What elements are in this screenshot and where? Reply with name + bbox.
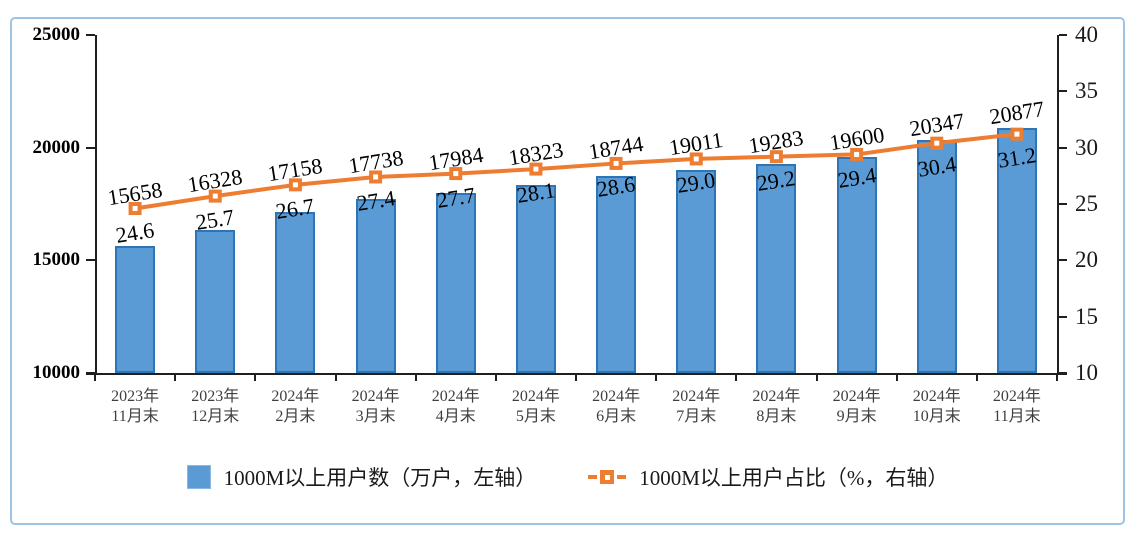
x-axis-category-label: 2024年 8月末 — [752, 388, 801, 425]
y-axis-right-label: 35 — [1075, 78, 1098, 104]
y-axis-left-tick — [86, 146, 95, 149]
y-axis-right-label: 40 — [1075, 22, 1098, 47]
x-axis-category-label: 2023年 11月末 — [111, 388, 160, 425]
x-axis-tick — [414, 373, 417, 381]
legend-label-bars: 1000M以上用户数（万户，左轴） — [223, 466, 537, 490]
x-axis-tick — [94, 373, 96, 381]
y-axis-right-label: 25 — [1075, 191, 1098, 216]
y-axis-left-tick — [86, 372, 95, 374]
y-axis-right-tick — [1059, 203, 1067, 205]
y-axis-right-tick — [1059, 90, 1067, 93]
x-axis-tick — [1056, 373, 1058, 381]
legend-swatch-bar — [186, 465, 211, 489]
y-axis-right-tick — [1059, 372, 1067, 374]
y-axis-left-label: 25000 — [32, 24, 81, 45]
x-axis-tick — [815, 373, 818, 381]
y-axis-right — [1057, 35, 1059, 375]
bar — [596, 175, 637, 373]
x-axis-category-label: 2024年 5月末 — [511, 388, 560, 425]
bar — [115, 245, 156, 373]
y-axis-right-tick — [1059, 146, 1067, 149]
x-axis-category-label: 2024年 9月末 — [832, 388, 881, 425]
y-axis-right-tick — [1059, 315, 1067, 318]
y-axis-left-label: 15000 — [32, 249, 81, 271]
y-axis-right-label: 20 — [1075, 247, 1098, 273]
y-axis-left-tick — [86, 259, 95, 262]
legend-line-marker-icon — [600, 470, 615, 484]
x-axis-category-label: 2024年 4月末 — [431, 388, 480, 425]
y-axis-left-label: 10000 — [32, 362, 81, 383]
y-axis-right-label: 10 — [1075, 360, 1098, 385]
bar — [195, 230, 236, 373]
bar — [435, 193, 476, 373]
y-axis-left-tick — [86, 34, 95, 36]
legend-label-line: 1000M以上用户占比（%，右轴） — [639, 466, 949, 490]
legend-line-dash-right — [617, 475, 627, 479]
x-axis-category-label: 2023年 12月末 — [191, 388, 240, 425]
x-axis-category-label: 2024年 6月末 — [592, 388, 641, 425]
legend-swatch-line-marker — [588, 470, 627, 484]
legend-item-line: 1000M以上用户占比（%，右轴） — [588, 462, 948, 492]
y-axis-right-label: 30 — [1075, 134, 1098, 160]
x-axis-category-label: 2024年 2月末 — [271, 388, 320, 425]
legend-line-dash-left — [588, 475, 598, 479]
bar — [515, 185, 556, 373]
x-axis-category-label: 2024年 10月末 — [912, 388, 961, 425]
x-axis-category-label: 2024年 7月末 — [672, 388, 721, 425]
chart-frame: 10000 15000 20000 25000 10 15 20 25 30 35 40 2023年 1… — [10, 17, 1125, 525]
x-axis-tick — [174, 373, 177, 381]
y-axis-right-tick — [1059, 259, 1067, 262]
y-axis-left-label: 20000 — [32, 136, 81, 158]
x-axis-tick — [575, 373, 577, 381]
x-axis-tick — [334, 373, 337, 381]
x-axis-category-label: 2024年 3月末 — [351, 388, 400, 425]
x-axis-tick — [895, 373, 898, 381]
bar — [355, 198, 396, 373]
x-axis-tick — [254, 373, 257, 381]
x-axis-tick — [655, 373, 658, 381]
legend-item-bars: 1000M以上用户数（万户，左轴） — [186, 462, 537, 492]
bar — [676, 169, 717, 373]
x-axis-category-label: 2024年 11月末 — [992, 388, 1041, 425]
plot-area: 10000 15000 20000 25000 10 15 20 25 30 35 40 2023年 1… — [12, 19, 1123, 523]
y-axis-right-label: 15 — [1075, 303, 1098, 329]
bar-value-label: 20877 — [987, 95, 1046, 130]
y-axis-right-tick — [1059, 34, 1067, 36]
chart-legend: 1000M以上用户数（万户，左轴） 1000M以上用户占比（%，右轴） — [12, 462, 1123, 492]
y-axis-left — [95, 35, 97, 375]
x-axis-tick — [975, 373, 978, 381]
bar — [275, 211, 316, 373]
x-axis-tick — [494, 373, 497, 381]
x-axis-tick — [735, 373, 738, 381]
